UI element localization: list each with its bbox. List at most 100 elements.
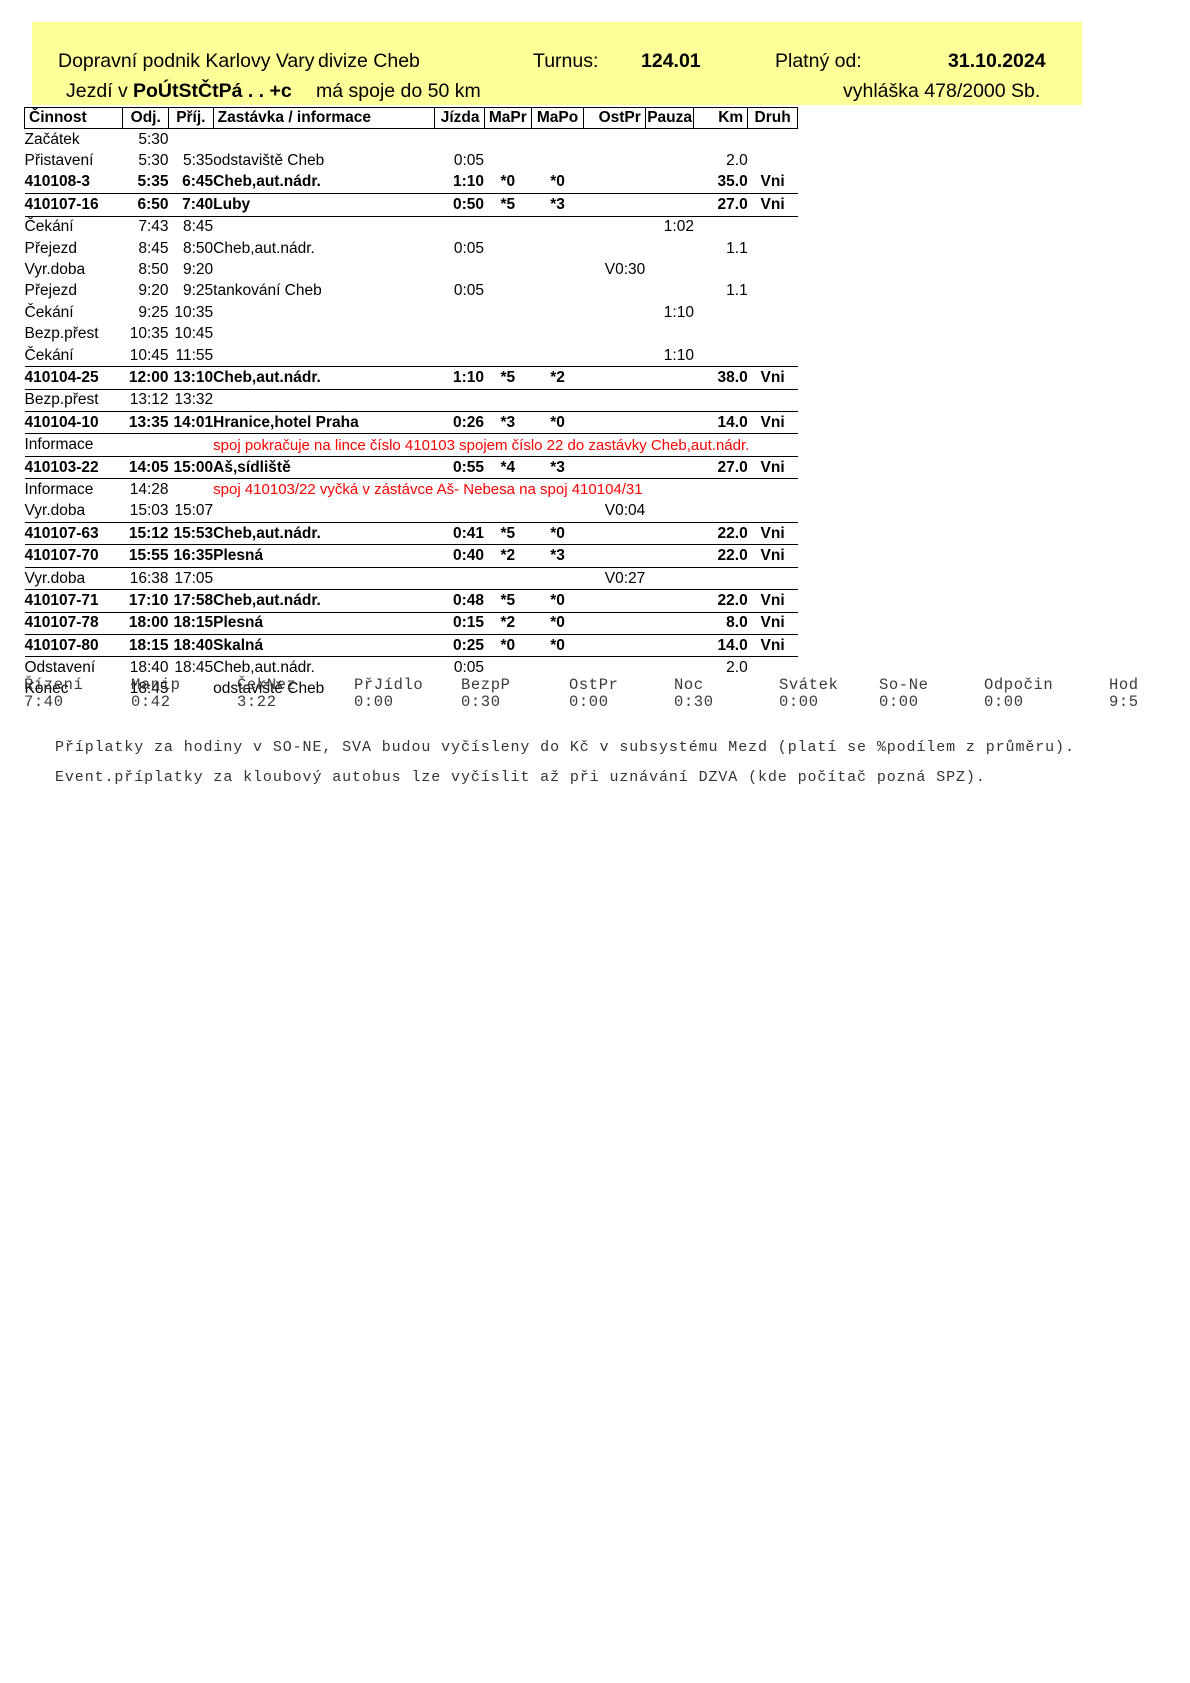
cell-zast: odstaviště Cheb	[213, 680, 325, 698]
cell-ostpr	[583, 324, 645, 345]
cell-odj: 7:43	[138, 218, 169, 236]
cell-ostpr: V0:30	[604, 261, 646, 279]
col-header-cinnost: Činnost	[23, 107, 123, 129]
cell-odj: 16:38	[129, 569, 169, 587]
cell-prij	[169, 129, 214, 151]
summary-label: Odpočin	[984, 676, 1054, 694]
cell-zast: Luby	[213, 193, 435, 217]
cell-mapr	[484, 389, 532, 411]
cell-cinnost: 410103-22	[24, 456, 123, 480]
table-row: Bezp.přest 10:35 10:45	[25, 324, 798, 345]
cell-km: 8.0	[693, 612, 748, 635]
summary-label: Svátek	[779, 676, 839, 694]
cell-prij: 8:50	[182, 239, 214, 257]
cell-jizda: 0:50	[434, 193, 484, 217]
company-name: Dopravní podnik Karlovy Vary	[58, 50, 315, 72]
cell-pauza	[645, 389, 694, 411]
cell-cinnost: 410108-3	[24, 173, 91, 191]
turnus-value: 124.01	[641, 50, 701, 72]
cell-jizda: 0:41	[434, 522, 484, 546]
cell-cinnost: 410107-63	[24, 522, 123, 546]
cell-jizda	[434, 259, 484, 280]
col-header-druh: Druh	[747, 107, 798, 129]
cell-mapr: *4	[484, 456, 532, 480]
cell-km: 27.0	[693, 193, 748, 217]
cell-cinnost: Bezp.přest	[24, 391, 99, 409]
cell-km: 2.0	[726, 659, 748, 677]
cell-cinnost: Přistavení	[24, 152, 94, 170]
cell-mapo	[532, 216, 584, 238]
cell-druh	[748, 129, 798, 151]
cell-odj: 6:50	[122, 193, 169, 217]
cell-km	[694, 129, 748, 151]
summary-label: So-Ne	[879, 676, 929, 694]
cell-jizda: 0:40	[434, 544, 484, 568]
cell-jizda: 0:05	[453, 282, 484, 300]
cell-jizda: 0:25	[434, 634, 484, 658]
cell-cinnost: Čekání	[24, 218, 74, 236]
cell-jizda	[434, 501, 484, 523]
footer-notes: Příplatky za hodiny v SO-NE, SVA budou v…	[55, 733, 1075, 793]
cell-cinnost: Vyr.doba	[24, 569, 86, 587]
table-row: 410104-25 12:00 13:10 Cheb,aut.nádr. 1:10 *5 *…	[24, 366, 798, 390]
cell-km: 2.0	[726, 152, 748, 170]
cell-ostpr	[583, 238, 645, 259]
cell-odj: 9:20	[138, 282, 169, 300]
table-row: 410107-78 18:00 18:15 Plesná 0:15 *2 *0 8.0 Vni	[24, 612, 798, 635]
cell-prij: 15:07	[174, 502, 214, 520]
cell-zast	[213, 324, 434, 345]
cell-prij: 17:05	[174, 569, 214, 587]
cell-druh	[748, 281, 798, 302]
cell-pauza	[645, 411, 694, 435]
cell-pauza	[645, 193, 694, 217]
cell-km	[694, 345, 748, 367]
table-row: 410107-63 15:12 15:53 Cheb,aut.nádr. 0:41 *5 *…	[24, 522, 798, 546]
cell-km: 1.1	[726, 239, 748, 257]
cell-mapo: *0	[531, 589, 584, 613]
cell-km: 1.1	[726, 282, 748, 300]
cell-km	[694, 216, 748, 238]
summary-value: 0:00	[354, 693, 394, 711]
cell-mapo: *3	[531, 193, 584, 217]
col-header-jizda: Jízda	[433, 107, 484, 129]
cell-cinnost: Čekání	[24, 346, 74, 364]
cell-mapr: *0	[500, 173, 516, 191]
summary-value: 0:30	[461, 693, 501, 711]
table-row: Konec 18:45 odstaviště Cheb	[25, 679, 798, 700]
cell-km	[694, 324, 748, 345]
cell-odj: 10:45	[129, 346, 169, 364]
cell-pauza	[645, 544, 694, 568]
table-row: 410107-16 6:50 7:40 Luby 0:50 *5 *3 27.0 Vni	[24, 193, 798, 217]
table-row: Informace 14:28 spoj 410103/22 vyčká v zás…	[25, 479, 798, 501]
summary-value: 0:00	[779, 693, 819, 711]
cell-jizda	[434, 324, 484, 345]
col-header-km: Km	[693, 107, 748, 129]
table-row: Vyr.doba 16:38 17:05 V0:27	[25, 567, 798, 589]
cell-zast: Cheb,aut.nádr.	[213, 366, 435, 390]
cell-prij: 10:35	[174, 303, 214, 321]
cell-zast: Cheb,aut.nádr.	[213, 173, 321, 191]
cell-zast: odstaviště Cheb	[213, 152, 325, 170]
cell-ostpr	[583, 172, 645, 194]
cell-mapr	[484, 238, 532, 259]
cell-odj: 5:30	[138, 130, 169, 148]
col-header-mapo: MaPo	[531, 107, 584, 129]
cell-prij: 13:10	[168, 366, 214, 390]
table-row: Čekání 9:25 10:35 1:10	[25, 302, 798, 323]
cell-mapr: *5	[484, 193, 532, 217]
cell-prij: 5:35	[182, 152, 214, 170]
table-row: 410107-80 18:15 18:40 Skalná 0:25 *0 *0 14.0 Vni	[24, 634, 798, 658]
cell-ostpr	[583, 411, 646, 435]
cell-mapo	[532, 238, 584, 259]
cell-odj: 18:00	[122, 612, 169, 635]
cell-druh	[748, 259, 798, 280]
cell-odj: 18:40	[129, 659, 169, 677]
cell-cinnost: Čekání	[24, 303, 74, 321]
cell-odj: 12:00	[122, 366, 169, 390]
cell-mapr	[484, 345, 532, 367]
cell-odj: 17:10	[122, 589, 169, 613]
cell-zast: Skalná	[213, 634, 435, 658]
cell-prij: 9:20	[182, 261, 214, 279]
cell-km	[694, 567, 748, 589]
summary-value: 0:00	[569, 693, 609, 711]
